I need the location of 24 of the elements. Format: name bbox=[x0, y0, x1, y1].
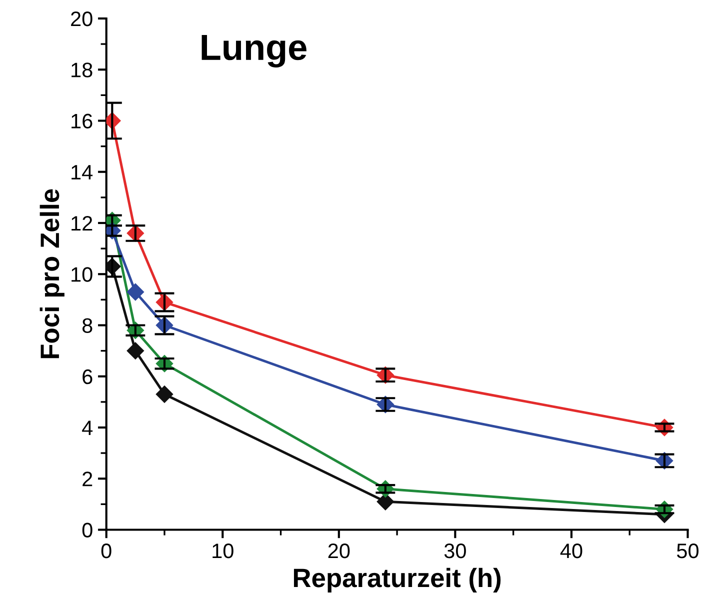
y-axis-title: Foci pro Zelle bbox=[40, 189, 64, 358]
y-tick-label: 18 bbox=[72, 62, 92, 78]
x-axis-title: Reparaturzeit (h) bbox=[294, 568, 501, 593]
x-tick-label: 50 bbox=[676, 544, 699, 558]
y-tick-label: 4 bbox=[82, 420, 93, 436]
point bbox=[126, 283, 144, 301]
x-tick-label: 10 bbox=[212, 544, 234, 558]
x-tick-label: 20 bbox=[328, 544, 350, 558]
point bbox=[126, 342, 144, 360]
y-tick-label: 14 bbox=[72, 165, 93, 180]
point bbox=[376, 493, 394, 510]
y-tick-label: 6 bbox=[82, 369, 92, 384]
y-tick-label: 8 bbox=[82, 318, 92, 333]
y-tick-label: 12 bbox=[72, 216, 92, 231]
chart-title: Lunge bbox=[202, 34, 306, 68]
x-tick-label: 0 bbox=[101, 544, 112, 558]
y-tick-label: 0 bbox=[82, 522, 92, 538]
y-tick-label: 2 bbox=[82, 472, 92, 486]
y-tick-label: 20 bbox=[71, 11, 92, 26]
point bbox=[156, 386, 174, 403]
x-tick-label: 30 bbox=[444, 544, 466, 558]
y-tick-label: 16 bbox=[72, 114, 92, 128]
x-tick-label: 40 bbox=[560, 544, 582, 558]
y-tick-label: 10 bbox=[72, 267, 92, 282]
